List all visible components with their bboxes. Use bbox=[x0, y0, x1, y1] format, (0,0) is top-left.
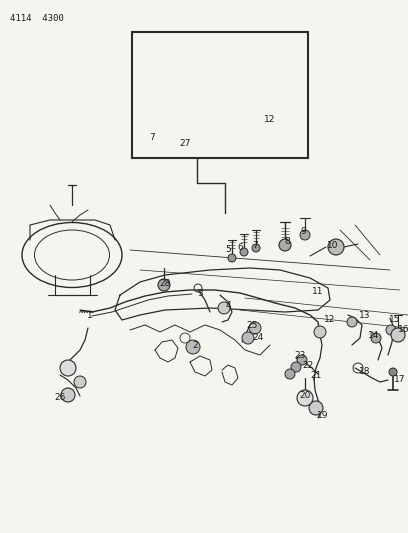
Text: 25: 25 bbox=[246, 321, 258, 330]
Text: 3: 3 bbox=[197, 288, 203, 297]
Text: 4114  4300: 4114 4300 bbox=[10, 14, 64, 23]
Text: 11: 11 bbox=[312, 287, 324, 296]
Circle shape bbox=[156, 124, 164, 132]
Circle shape bbox=[158, 279, 170, 291]
Text: 26: 26 bbox=[54, 393, 66, 402]
Text: 2: 2 bbox=[192, 341, 198, 350]
Text: 27: 27 bbox=[179, 139, 191, 148]
Circle shape bbox=[252, 244, 260, 252]
Text: 14: 14 bbox=[368, 330, 380, 340]
Circle shape bbox=[228, 254, 236, 262]
Text: 12: 12 bbox=[264, 116, 276, 125]
Text: 5: 5 bbox=[225, 246, 231, 254]
Circle shape bbox=[61, 388, 75, 402]
Circle shape bbox=[386, 325, 396, 335]
Text: 18: 18 bbox=[359, 367, 371, 376]
Text: 8: 8 bbox=[284, 238, 290, 246]
Text: 24: 24 bbox=[253, 333, 264, 342]
Text: 21: 21 bbox=[310, 370, 322, 379]
Circle shape bbox=[285, 369, 295, 379]
Circle shape bbox=[179, 117, 185, 123]
Text: 28: 28 bbox=[159, 279, 171, 288]
Text: 6: 6 bbox=[237, 244, 243, 253]
Text: 19: 19 bbox=[317, 410, 329, 419]
Circle shape bbox=[328, 239, 344, 255]
Text: 7: 7 bbox=[149, 133, 155, 141]
Circle shape bbox=[186, 340, 200, 354]
Circle shape bbox=[347, 317, 357, 327]
Circle shape bbox=[297, 390, 313, 406]
Circle shape bbox=[314, 326, 326, 338]
Circle shape bbox=[297, 355, 307, 365]
Circle shape bbox=[74, 376, 86, 388]
Circle shape bbox=[391, 328, 405, 342]
Text: 22: 22 bbox=[302, 360, 314, 369]
Text: 12: 12 bbox=[324, 316, 336, 325]
Circle shape bbox=[242, 332, 254, 344]
Circle shape bbox=[309, 401, 323, 415]
Circle shape bbox=[279, 239, 291, 251]
Circle shape bbox=[389, 368, 397, 376]
Text: 17: 17 bbox=[394, 376, 406, 384]
Circle shape bbox=[300, 230, 310, 240]
Bar bbox=[132, 32, 308, 158]
Text: 20: 20 bbox=[299, 391, 310, 400]
Circle shape bbox=[249, 322, 261, 334]
Text: 15: 15 bbox=[389, 316, 401, 325]
Text: 1: 1 bbox=[87, 311, 93, 319]
Circle shape bbox=[291, 362, 301, 372]
Text: 4: 4 bbox=[225, 301, 231, 310]
Circle shape bbox=[60, 360, 76, 376]
Text: 10: 10 bbox=[327, 241, 339, 251]
Text: 13: 13 bbox=[359, 311, 371, 319]
Circle shape bbox=[240, 248, 248, 256]
Circle shape bbox=[371, 333, 381, 343]
Text: 9: 9 bbox=[300, 228, 306, 237]
Circle shape bbox=[218, 302, 230, 314]
Text: 23: 23 bbox=[294, 351, 306, 359]
Ellipse shape bbox=[22, 222, 122, 287]
Text: 7: 7 bbox=[252, 240, 258, 249]
Text: 16: 16 bbox=[398, 326, 408, 335]
